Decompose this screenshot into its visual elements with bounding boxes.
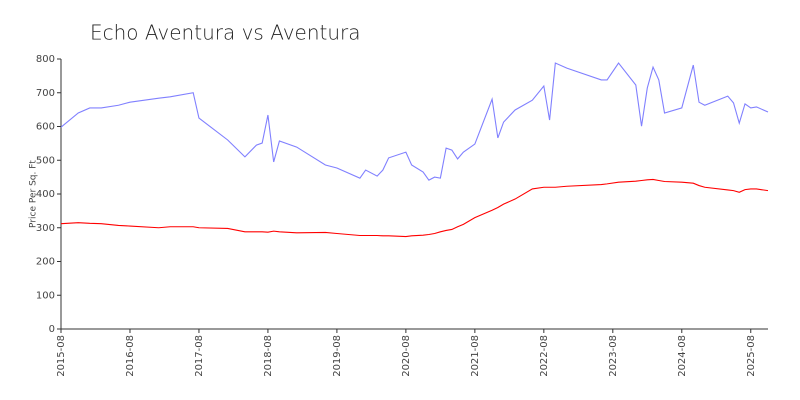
y-axis-label: Price Per Sq. Ft xyxy=(29,160,39,228)
series-line xyxy=(60,62,769,181)
x-tick-label: 2024-08 xyxy=(677,335,688,377)
y-tick-label: 700 xyxy=(36,88,55,99)
x-tick-label: 2018-08 xyxy=(263,335,274,377)
y-tick-label: 800 xyxy=(36,54,55,65)
y-tick-label: 600 xyxy=(36,122,55,133)
x-tick-label: 2015-08 xyxy=(56,335,67,377)
x-tick-label: 2023-08 xyxy=(608,335,619,377)
x-tick-label: 2021-08 xyxy=(470,335,481,377)
y-tick-label: 300 xyxy=(36,223,55,234)
y-tick-label: 500 xyxy=(36,155,55,166)
x-tick-label: 2025-08 xyxy=(746,335,757,377)
series-line xyxy=(60,178,769,238)
chart-title: Echo Aventura vs Aventura xyxy=(90,21,361,45)
x-tick-label: 2016-08 xyxy=(125,335,136,377)
x-tick-label: 2019-08 xyxy=(332,335,343,377)
x-tick-label: 2020-08 xyxy=(401,335,412,377)
y-tick-label: 200 xyxy=(36,257,55,268)
x-tick-label: 2017-08 xyxy=(194,335,205,377)
y-tick-label: 100 xyxy=(36,290,55,301)
y-tick-label: 400 xyxy=(36,189,55,200)
x-tick-label: 2022-08 xyxy=(539,335,550,377)
y-tick-label: 0 xyxy=(49,324,55,335)
